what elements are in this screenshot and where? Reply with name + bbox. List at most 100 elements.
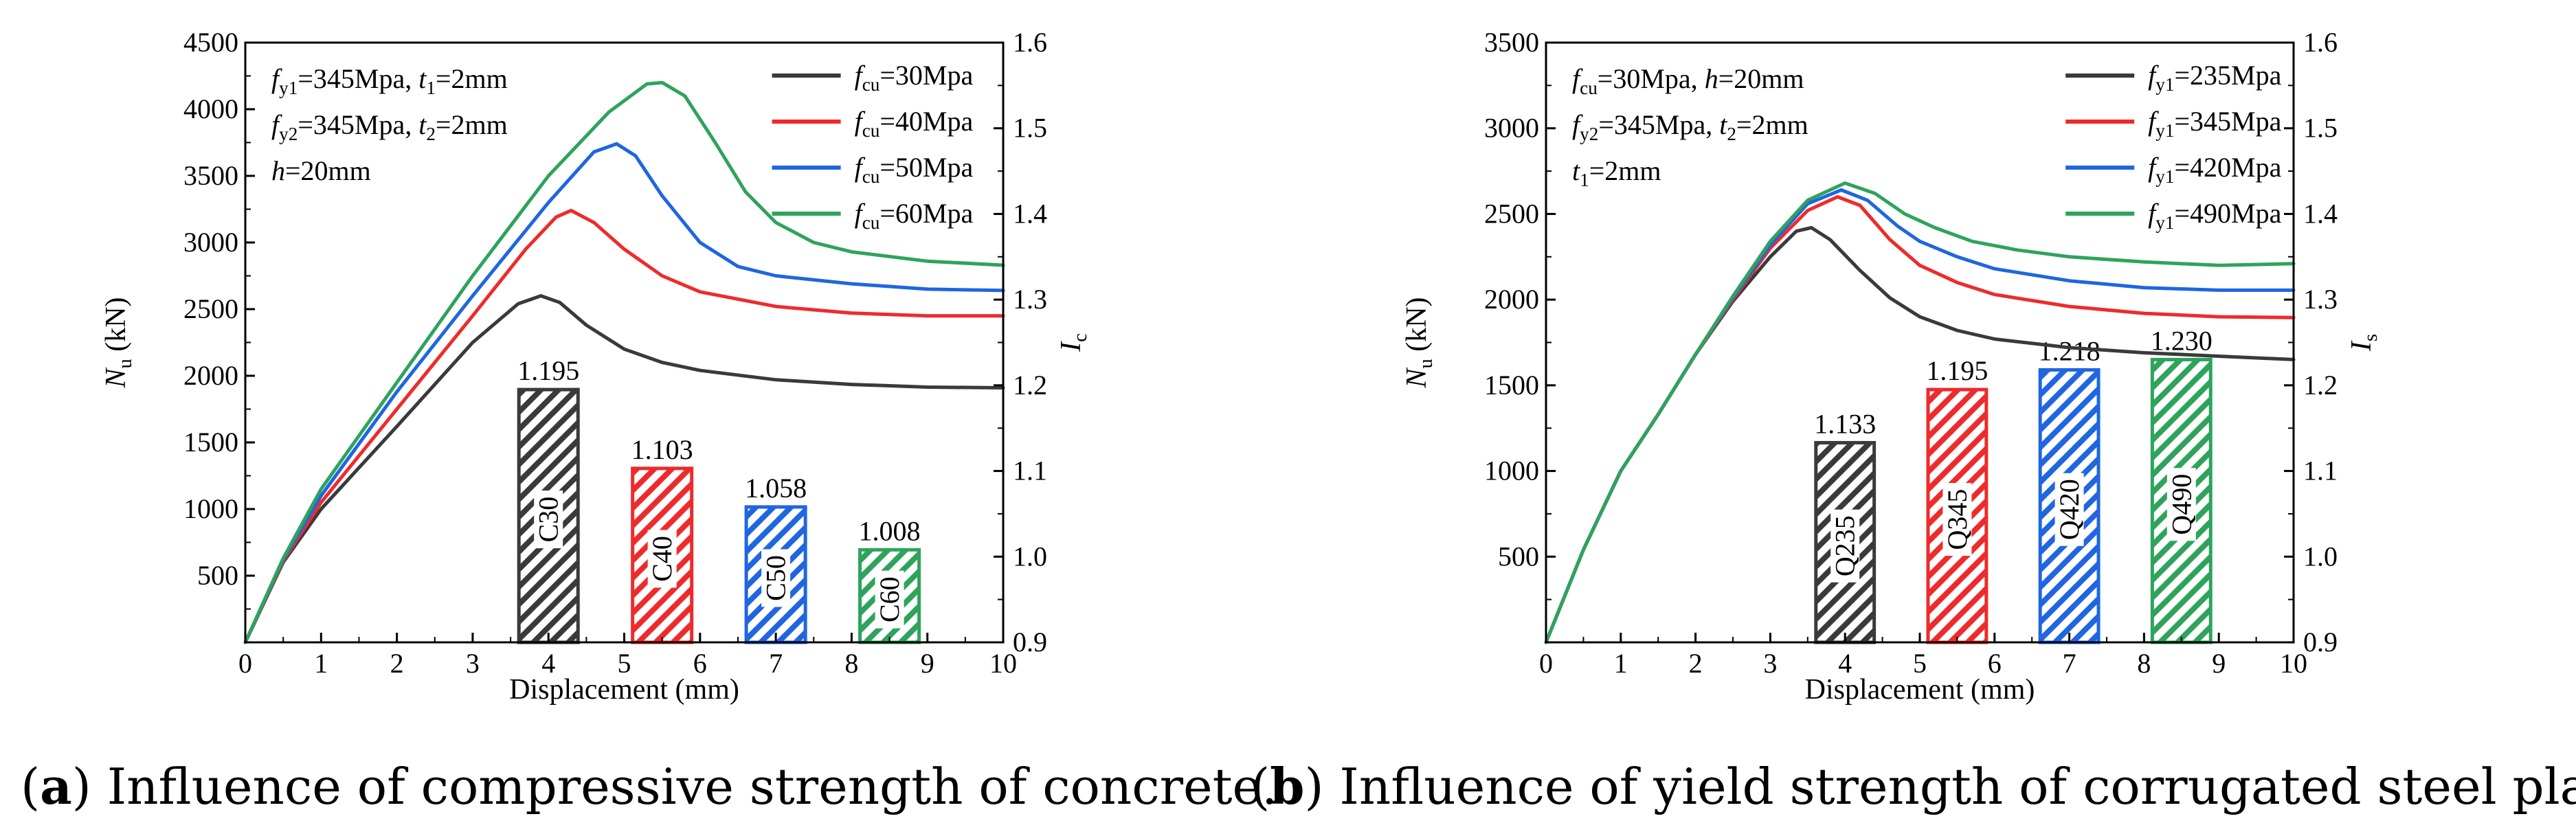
annotation-line: fy2=345Mpa, t2=2mm: [271, 109, 508, 144]
bar-value-label: 1.103: [631, 434, 693, 465]
legend-label: fy1=235Mpa: [2148, 60, 2281, 95]
bar-value-label: 1.195: [517, 355, 579, 386]
y-tick-label: 3000: [1484, 113, 1539, 144]
bar-name-label: Q235: [1830, 515, 1861, 576]
y2-axis-label: Ic: [1055, 333, 1091, 352]
bar-value-label: 1.008: [859, 515, 921, 546]
y-tick-label: 1000: [1484, 455, 1539, 486]
x-tick-label: 5: [618, 648, 631, 679]
x-tick-label: 3: [466, 648, 480, 679]
x-tick-label: 10: [2280, 648, 2307, 679]
y-tick-label: 500: [197, 560, 238, 591]
series-line-3: [243, 142, 1005, 644]
x-tick-label: 2: [390, 648, 404, 679]
x-tick-label: 9: [2212, 648, 2226, 679]
captions: (a) Influence of compressive strength of…: [21, 757, 2576, 815]
annotation-line: fy1=345Mpa, t1=2mm: [271, 63, 508, 98]
y-tick-label: 1000: [183, 493, 238, 524]
y-tick-label: 2500: [183, 293, 238, 324]
bar-value-label: 1.195: [1926, 355, 1988, 386]
annotation-line: fy2=345Mpa, t2=2mm: [1572, 109, 1808, 144]
bar-name-label: Q420: [2054, 479, 2085, 540]
y-tick-label: 2000: [183, 360, 238, 391]
y-tick-label: 3500: [1484, 27, 1539, 58]
legend-label: fcu=60Mpa: [855, 198, 974, 233]
bar-name-background: [1830, 509, 1860, 583]
y-tick-label: 4000: [183, 93, 238, 124]
figure-caption: (a) Influence of compressive strength of…: [21, 757, 1277, 815]
x-axis-label: Displacement (mm): [1805, 674, 2035, 706]
x-tick-label: 4: [541, 648, 555, 679]
annotation-line: t1=2mm: [1572, 155, 1661, 190]
y2-tick-label: 1.4: [2303, 198, 2338, 229]
bar-name-background: [1942, 483, 1972, 556]
bar-value-label: 1.058: [745, 473, 807, 504]
chart-a: 1.195 C30 1.103 C40 1.058 C50 1.008 C60 0 1 2 3 4 5 6 7…: [100, 27, 1091, 706]
y2-tick-label: 1.1: [2303, 455, 2338, 486]
bar-name-label: C40: [647, 536, 677, 582]
y-tick-label: 2500: [1484, 198, 1539, 229]
bar-name-background: [761, 549, 791, 607]
bar-name-label: Q345: [1942, 489, 1973, 550]
legend-label: fy1=490Mpa: [2148, 198, 2281, 233]
y2-tick-label: 1.3: [1013, 284, 1047, 315]
x-tick-label: 1: [1614, 648, 1628, 679]
bar-name-label: C60: [874, 576, 905, 622]
annotation-line: fcu=30Mpa, h=20mm: [1572, 63, 1804, 98]
y2-axis-label: Is: [2346, 334, 2382, 352]
series-line-4: [1544, 181, 2296, 644]
y-tick-label: 1500: [183, 427, 238, 458]
bar-name-background: [647, 530, 677, 588]
series-line-4: [243, 80, 1005, 644]
x-tick-label: 6: [1988, 648, 2002, 679]
x-tick-label: 7: [2063, 648, 2076, 679]
y2-tick-label: 1.3: [2303, 284, 2338, 315]
y-tick-label: 1500: [1484, 370, 1539, 401]
y-tick-label: 500: [1498, 541, 1539, 572]
legend-label: fcu=50Mpa: [855, 152, 974, 187]
y2-tick-label: 1.5: [1013, 113, 1047, 144]
bar-name-background: [875, 570, 904, 629]
legend-label: fcu=40Mpa: [855, 106, 974, 141]
y-tick-label: 3000: [183, 227, 238, 258]
y2-tick-label: 0.9: [2303, 627, 2338, 657]
x-tick-label: 9: [921, 648, 934, 679]
bar-name-background: [2054, 473, 2084, 546]
y-tick-label: 2000: [1484, 284, 1539, 315]
y2-tick-label: 1.0: [1013, 541, 1047, 572]
bar-value-label: 1.230: [2151, 325, 2213, 356]
legend-label: fcu=30Mpa: [855, 60, 974, 95]
x-tick-label: 8: [2137, 648, 2151, 679]
y2-tick-label: 1.6: [2303, 27, 2338, 58]
bar-name-background: [534, 491, 563, 549]
bar-value-label: 1.133: [1814, 408, 1876, 439]
y2-tick-label: 1.6: [1013, 27, 1047, 58]
x-tick-label: 6: [693, 648, 707, 679]
legend-label: fy1=420Mpa: [2148, 152, 2281, 187]
x-tick-label: 1: [314, 648, 328, 679]
x-tick-label: 7: [769, 648, 783, 679]
x-axis-label: Displacement (mm): [509, 674, 739, 706]
x-tick-label: 0: [238, 648, 252, 679]
x-tick-label: 8: [844, 648, 858, 679]
y-tick-label: 3500: [183, 160, 238, 191]
x-tick-label: 0: [1539, 648, 1553, 679]
x-tick-label: 3: [1763, 648, 1777, 679]
y2-tick-label: 1.4: [1013, 198, 1047, 229]
annotation-line: h=20mm: [271, 155, 371, 186]
x-tick-label: 2: [1689, 648, 1703, 679]
y-axis-label: Nu (kN): [1401, 297, 1437, 388]
bar-name-label: C50: [761, 555, 792, 601]
y2-tick-label: 1.2: [1013, 370, 1047, 401]
bar-name-background: [2166, 468, 2196, 541]
y2-tick-label: 1.2: [2303, 370, 2338, 401]
x-tick-label: 5: [1913, 648, 1927, 679]
y-axis-label: Nu (kN): [100, 297, 136, 388]
bar-value-label: 1.218: [2039, 335, 2101, 366]
bar-name-label: Q490: [2166, 474, 2197, 535]
y2-tick-label: 1.1: [1013, 455, 1047, 486]
series-line-1: [243, 294, 1005, 644]
y2-tick-label: 1.5: [2303, 113, 2338, 144]
